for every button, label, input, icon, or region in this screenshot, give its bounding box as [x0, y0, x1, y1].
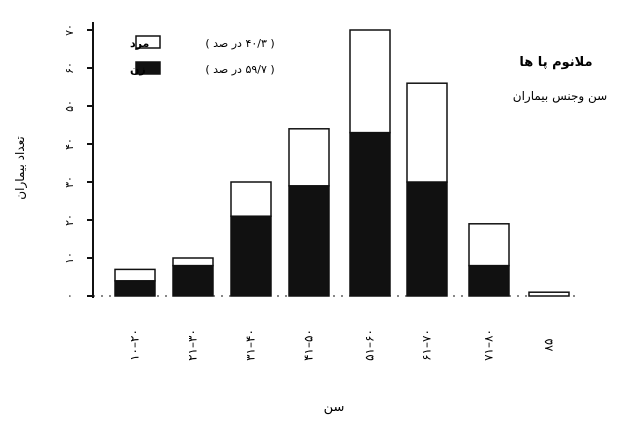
legend-swatch-male: [135, 35, 161, 49]
bar-segment-female: [349, 131, 391, 297]
chart-subtitle: سن وجنس بیماران: [513, 89, 607, 104]
legend-percent: ( ۴۰/۳ در صد ): [205, 37, 274, 50]
bar-segment-female: [230, 215, 272, 297]
x-tick-label: ۵۱–۶۰: [363, 329, 377, 361]
x-tick-label: ۸۵: [542, 339, 556, 352]
y-tick-label: ۴۰: [63, 138, 76, 150]
chart-title: ملانوم پا ها: [519, 55, 592, 70]
y-tick-label: ۳۰: [63, 176, 76, 188]
bars: [114, 29, 570, 297]
legend-percent: ( ۵۹/۷ در صد ): [205, 63, 274, 76]
y-tick-label: ۰: [63, 293, 76, 299]
bar-segment-male: [230, 181, 272, 217]
bar-segment-female: [288, 185, 330, 297]
bar-segment-male: [528, 291, 570, 297]
y-tick-label: ۵۰: [63, 100, 76, 112]
y-tick-label: ۲۰: [63, 214, 76, 226]
y-axis-label: تعداد بیماران: [13, 136, 28, 199]
legend: مرد ( ۴۰/۳ در صد ) زن ( ۵۹/۷ در صد ): [130, 35, 275, 76]
y-tick-label: ۶۰: [63, 62, 76, 74]
bar-segment-male: [349, 29, 391, 134]
legend-label: زن: [130, 63, 146, 76]
bar-segment-male: [288, 128, 330, 187]
bar-segment-male: [114, 268, 156, 282]
x-tick-label: ۶۱–۷۰: [420, 329, 434, 361]
x-tick-label: ۴۱–۵۰: [302, 329, 316, 361]
bar-segment-female: [172, 264, 214, 297]
bar-segment-male: [172, 257, 214, 267]
x-tick-label: ۳۱–۴۰: [244, 329, 258, 361]
x-tick-label: ۱۰–۲۰: [128, 329, 142, 361]
legend-swatch-female: [135, 61, 161, 75]
bar-segment-male: [468, 223, 510, 267]
y-tick-label: ۱۰: [63, 252, 76, 264]
bar-segment-female: [406, 181, 448, 297]
y-tick-labels: ۰ ۱۰ ۲۰ ۳۰ ۴۰ ۵۰ ۶۰ ۷۰: [63, 24, 76, 299]
bar-segment-male: [406, 82, 448, 183]
legend-label: مرد: [130, 37, 149, 50]
x-tick-label: ۲۱–۳۰: [186, 329, 200, 361]
x-axis-label: سن: [324, 400, 345, 415]
bar-segment-female: [468, 264, 510, 297]
x-tick-labels: ۱۰–۲۰ ۲۱–۳۰ ۳۱–۴۰ ۴۱–۵۰ ۵۱–۶۰ ۶۱–۷۰ ۷۱–۸۰ ۸۵: [128, 329, 556, 361]
y-tick-label: ۷۰: [63, 24, 76, 36]
x-tick-label: ۷۱–۸۰: [482, 329, 496, 361]
bar-segment-female: [114, 280, 156, 297]
